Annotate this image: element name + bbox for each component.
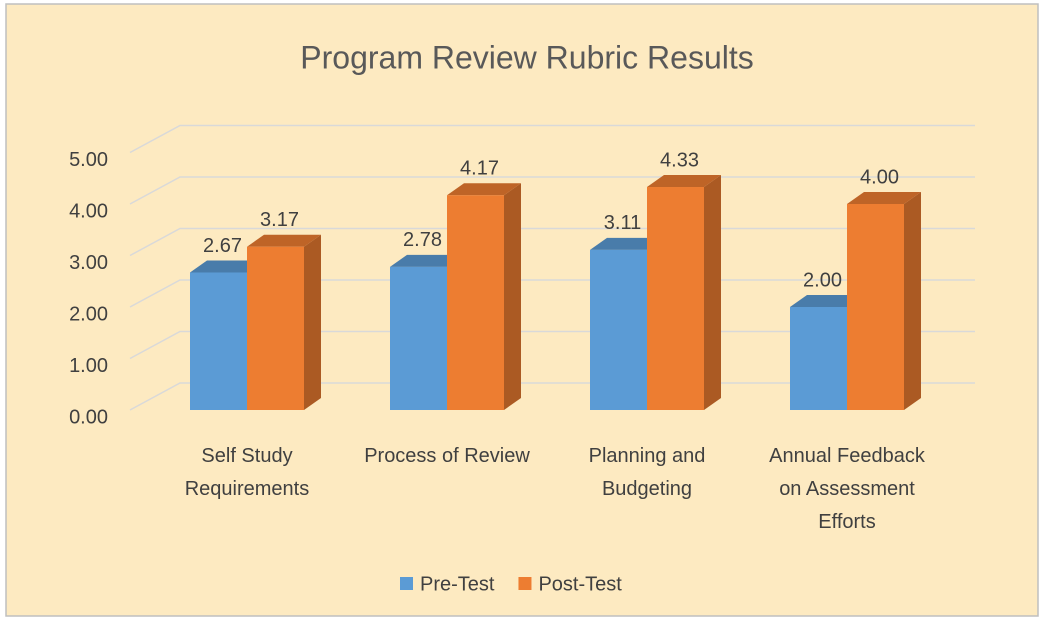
bar-top [247,234,321,247]
bar-top [790,295,864,307]
legend-label: Pre-Test [420,573,495,595]
y-tick-label: 4.00 [69,200,108,222]
bar [790,307,847,410]
y-tick-label: 2.00 [69,303,108,325]
bar-top [447,183,521,196]
data-label: 4.00 [860,166,899,188]
bar-side [904,192,921,410]
x-tick-label: Annual Feedback on Assessment Efforts [769,445,925,533]
bar-top [847,192,921,204]
data-label: 2.67 [203,235,242,257]
bar [447,195,504,410]
data-label: 3.11 [604,212,641,234]
bar [247,246,304,410]
y-tick-label: 1.00 [69,355,108,377]
legend-swatch [518,577,532,590]
bar [390,266,447,410]
chart-title: Program Review Rubric Results [300,39,753,75]
x-tick-label: Process of Review [364,445,530,467]
bar [647,187,704,410]
bar-top [590,237,664,250]
bar-side [304,234,321,410]
data-label: 3.17 [260,209,299,231]
data-label: 2.78 [403,229,442,251]
bar [190,272,247,410]
y-tick-label: 0.00 [69,406,108,428]
y-tick-label: 3.00 [69,252,108,274]
bar [590,249,647,410]
bar-side [704,175,721,410]
bar-top [390,254,464,267]
grid-line [129,124,975,154]
y-tick-label: 5.00 [69,149,108,171]
bar-side [504,183,521,410]
data-label: 4.33 [660,149,699,171]
data-label: 4.17 [460,158,499,180]
legend-swatch [400,577,413,590]
bar [847,204,904,410]
bar-top [190,260,264,273]
x-tick-label: Planning and Budgeting [588,445,706,500]
bar-top [647,175,721,188]
data-label: 2.00 [803,269,842,291]
legend-label: Post-Test [538,573,622,595]
x-tick-label: Self Study Requirements [184,445,310,500]
